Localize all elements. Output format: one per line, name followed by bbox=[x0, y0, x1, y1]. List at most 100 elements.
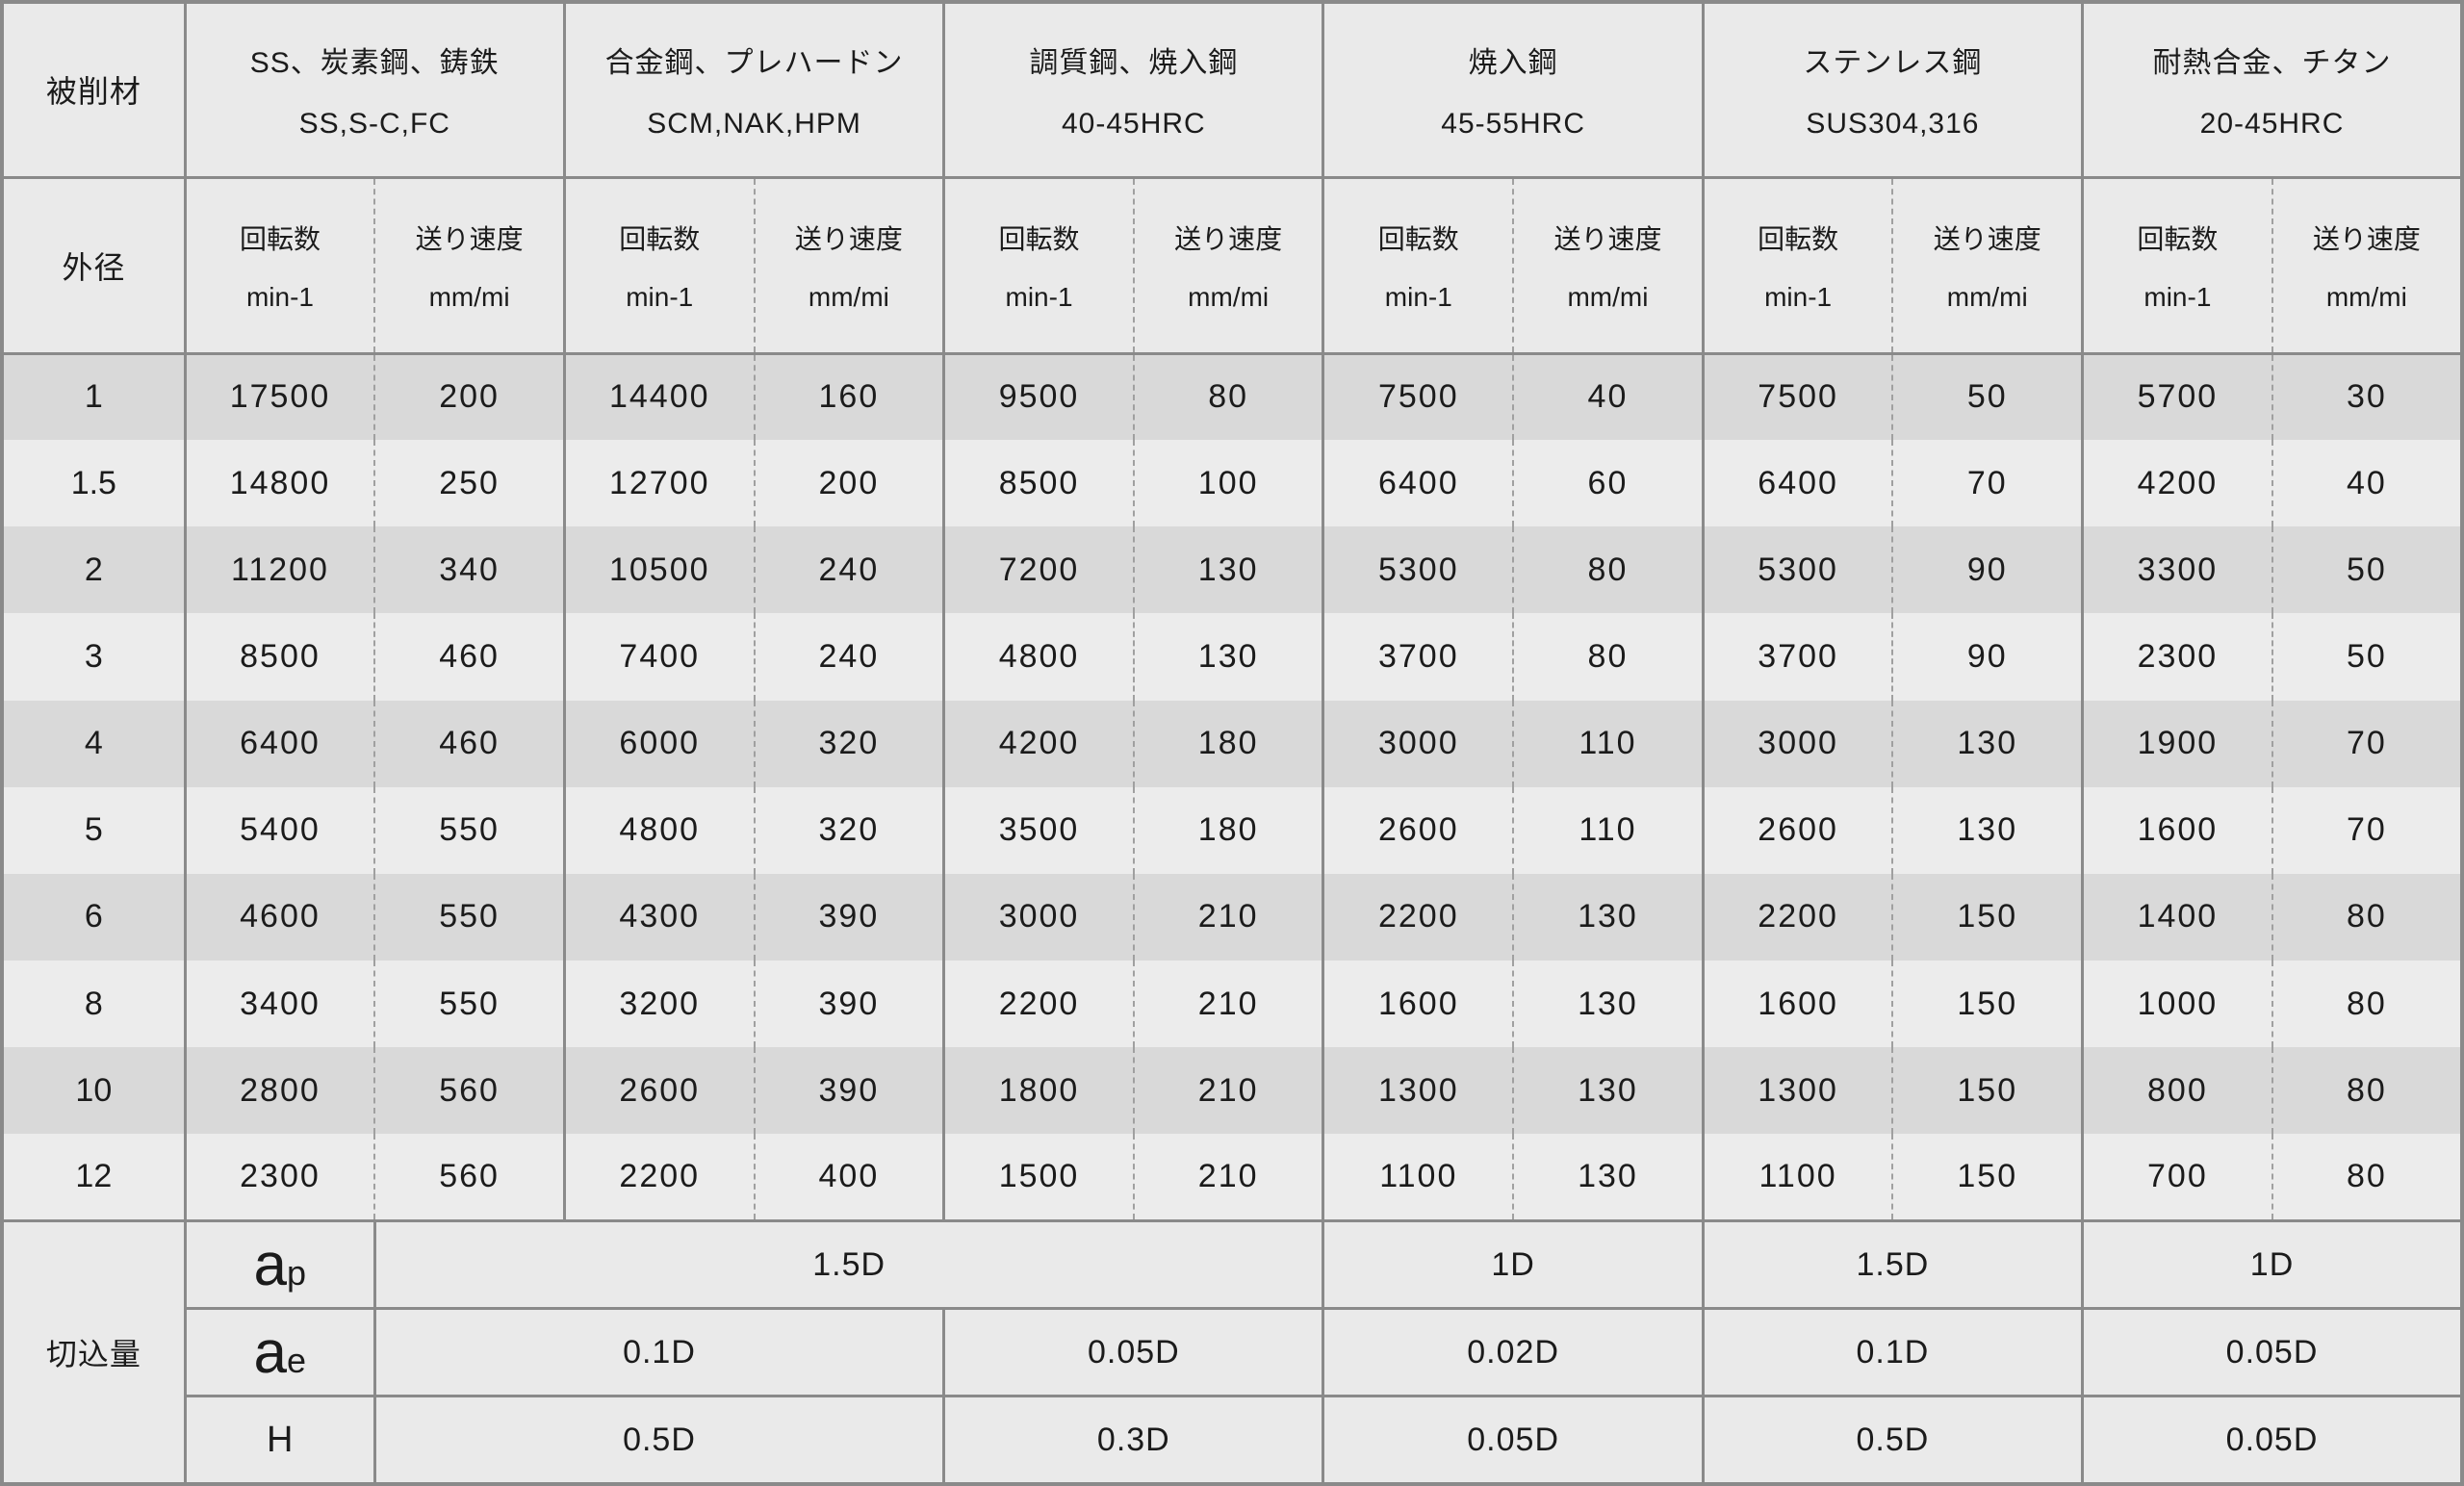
material-group-code: 20-45HRC bbox=[2199, 108, 2345, 141]
depth-row-ap: 切込量 ap 1.5D 1D 1.5D 1D bbox=[2, 1219, 2462, 1484]
value-cell: 240 bbox=[753, 526, 944, 614]
value-cell: 210 bbox=[1132, 960, 1323, 1048]
value-cell: 90 bbox=[1891, 526, 2083, 614]
material-group-name: 合金鋼、プレハードン bbox=[604, 47, 904, 80]
value-cell: 340 bbox=[373, 526, 565, 614]
value-cell: 240 bbox=[753, 613, 944, 701]
value-cell: 1300 bbox=[1322, 1047, 1514, 1135]
value-cell: 2200 bbox=[1322, 873, 1514, 961]
h-value: 0.3D bbox=[942, 1395, 1323, 1484]
value-cell: 9500 bbox=[942, 353, 1134, 441]
feed-unit: mm/mi bbox=[2325, 281, 2407, 312]
value-cell: 1600 bbox=[2081, 786, 2272, 874]
depth-of-cut-label: 切込量 bbox=[2, 1219, 186, 1484]
speed-unit: min-1 bbox=[1384, 281, 1452, 312]
value-cell: 150 bbox=[1891, 1134, 2083, 1221]
value-cell: 180 bbox=[1132, 700, 1323, 787]
value-cell: 5400 bbox=[183, 786, 375, 874]
ap-value: 1.5D bbox=[1701, 1219, 2083, 1309]
value-cell: 6400 bbox=[1322, 440, 1514, 527]
value-cell: 150 bbox=[1891, 1047, 2083, 1135]
ae-label-main: a bbox=[253, 1319, 287, 1386]
value-cell: 320 bbox=[753, 700, 944, 787]
ae-value: 0.02D bbox=[1322, 1307, 1704, 1396]
value-cell: 30 bbox=[2271, 353, 2462, 441]
value-cell: 3000 bbox=[1701, 700, 1893, 787]
material-group-code: SS,S-C,FC bbox=[298, 108, 450, 141]
value-cell: 80 bbox=[2271, 1047, 2462, 1135]
speed-unit: min-1 bbox=[1005, 281, 1073, 312]
value-cell: 1500 bbox=[942, 1134, 1134, 1221]
table-row: 4 6400 460 6000 320 4200 180 3000 110 3000 130 1900… bbox=[2, 700, 2462, 787]
value-cell: 130 bbox=[1891, 786, 2083, 874]
ap-label-main: a bbox=[253, 1231, 287, 1298]
value-cell: 130 bbox=[1132, 613, 1323, 701]
diameter-cell: 2 bbox=[84, 551, 103, 588]
feed-unit: mm/mi bbox=[1188, 281, 1270, 312]
speed-title: 回転数 bbox=[1758, 223, 1839, 254]
value-cell: 390 bbox=[753, 1047, 944, 1135]
value-cell: 550 bbox=[373, 960, 565, 1048]
value-cell: 700 bbox=[2081, 1134, 2272, 1221]
value-cell: 110 bbox=[1512, 700, 1704, 787]
value-cell: 8500 bbox=[183, 613, 375, 701]
feed-unit: mm/mi bbox=[428, 281, 510, 312]
feed-header: 送り速度 mm/mi bbox=[373, 177, 565, 355]
unit-header-row: 外径 回転数 min-1 送り速度 mm/mi 回転数 min-1 送り速度 m… bbox=[2, 177, 2462, 355]
diameter-cell: 1.5 bbox=[70, 464, 116, 501]
table-row: 1.5 14800 250 12700 200 8500 100 6400 60 6400 70 42… bbox=[2, 440, 2462, 527]
value-cell: 60 bbox=[1512, 440, 1704, 527]
table-row: 6 4600 550 4300 390 3000 210 2200 130 2200 150 1400… bbox=[2, 873, 2462, 961]
depth-section: 切込量 ap 1.5D 1D 1.5D 1D ae 0.1D 0.05D 0.0… bbox=[2, 1219, 2462, 1484]
value-cell: 2300 bbox=[183, 1134, 375, 1221]
feed-header: 送り速度 mm/mi bbox=[1132, 177, 1323, 355]
value-cell: 70 bbox=[2271, 786, 2462, 874]
value-cell: 8500 bbox=[942, 440, 1134, 527]
value-cell: 2800 bbox=[183, 1047, 375, 1135]
value-cell: 800 bbox=[2081, 1047, 2272, 1135]
table-row: 5 5400 550 4800 320 3500 180 2600 110 2600 130 1600… bbox=[2, 786, 2462, 874]
feed-unit: mm/mi bbox=[808, 281, 889, 312]
value-cell: 3300 bbox=[2081, 526, 2272, 614]
value-cell: 2600 bbox=[1322, 786, 1514, 874]
value-cell: 1800 bbox=[942, 1047, 1134, 1135]
table-row: 3 8500 460 7400 240 4800 130 3700 80 3700 90 2300 50 bbox=[2, 613, 2462, 701]
value-cell: 400 bbox=[753, 1134, 944, 1221]
value-cell: 200 bbox=[753, 440, 944, 527]
value-cell: 80 bbox=[1512, 613, 1704, 701]
value-cell: 80 bbox=[2271, 1134, 2462, 1221]
value-cell: 150 bbox=[1891, 873, 2083, 961]
feed-unit: mm/mi bbox=[1567, 281, 1649, 312]
value-cell: 3000 bbox=[1322, 700, 1514, 787]
speed-title: 回転数 bbox=[998, 223, 1080, 254]
value-cell: 12700 bbox=[562, 440, 755, 527]
value-cell: 7400 bbox=[562, 613, 755, 701]
value-cell: 2600 bbox=[1701, 786, 1893, 874]
speed-title: 回転数 bbox=[1377, 223, 1459, 254]
value-cell: 1100 bbox=[1322, 1134, 1514, 1221]
value-cell: 11200 bbox=[183, 526, 375, 614]
material-group-header-5: ステンレス鋼 SUS304,316 bbox=[1701, 2, 2083, 179]
value-cell: 40 bbox=[1512, 353, 1704, 441]
value-cell: 130 bbox=[1512, 873, 1704, 961]
value-cell: 200 bbox=[373, 353, 565, 441]
value-cell: 3500 bbox=[942, 786, 1134, 874]
value-cell: 2300 bbox=[2081, 613, 2272, 701]
value-cell: 1900 bbox=[2081, 700, 2272, 787]
speed-unit: min-1 bbox=[1764, 281, 1833, 312]
value-cell: 5700 bbox=[2081, 353, 2272, 441]
outer-diameter-label: 外径 bbox=[2, 177, 186, 355]
speed-header: 回転数 min-1 bbox=[562, 177, 755, 355]
h-label-main: H bbox=[266, 1419, 294, 1460]
diameter-cell: 5 bbox=[84, 811, 103, 849]
value-cell: 560 bbox=[373, 1134, 565, 1221]
material-group-code: 40-45HRC bbox=[1061, 108, 1206, 141]
material-header-row: 被削材 SS、炭素鋼、鋳鉄 SS,S-C,FC 合金鋼、プレハードン SCM,N… bbox=[2, 2, 2462, 179]
depth-row-h: H 0.5D 0.3D 0.05D 0.5D 0.05D bbox=[2, 1395, 2462, 1484]
value-cell: 17500 bbox=[183, 353, 375, 441]
ap-label-sub: p bbox=[286, 1252, 306, 1293]
ae-value: 0.05D bbox=[2081, 1307, 2462, 1396]
speed-header: 回転数 min-1 bbox=[183, 177, 375, 355]
material-group-code: 45-55HRC bbox=[1441, 108, 1585, 141]
feed-title: 送り速度 bbox=[2312, 223, 2421, 254]
